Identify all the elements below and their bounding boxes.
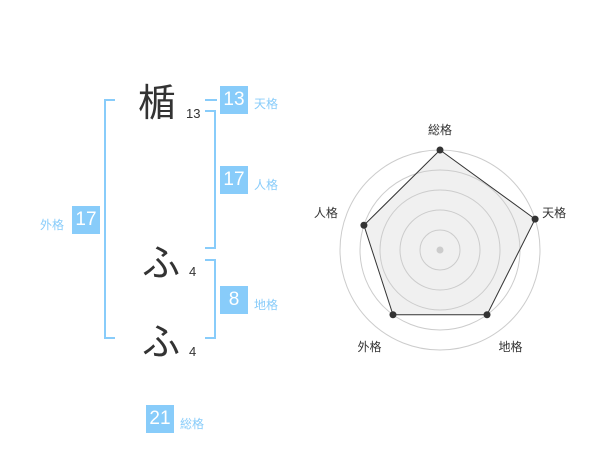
radar-axis-label: 人格 [314,205,338,220]
radar-axis-label: 天格 [542,205,566,220]
tenkaku-label: 天格 [254,97,279,111]
radar-axis-label: 地格 [499,339,523,354]
radar-point-1 [436,146,444,154]
name-char-3: ふ [142,320,181,364]
radar-point-2 [531,215,539,223]
gaikaku-value: 17 [72,206,100,234]
radar-point-4 [389,311,397,319]
jinkaku-value: 17 [220,166,248,194]
gaikaku-bracket [104,99,115,339]
radar-point-5 [360,221,368,229]
name-char-2: ふ [142,241,181,285]
radar-point-3 [483,311,491,319]
radar-outline [363,149,536,316]
jinkaku-bracket [205,110,216,249]
stroke-count-2: 4 [189,264,197,279]
radar-center-dot [436,246,444,254]
radar-axis-label: 総格 [428,122,452,137]
chikaku-bracket [205,259,216,339]
jinkaku-label: 人格 [254,178,279,192]
soukaku-value: 21 [146,405,174,433]
chikaku-label: 地格 [254,298,279,312]
radar-axis-label: 外格 [357,339,381,354]
chikaku-value: 8 [220,286,248,314]
radar-grid-ring [379,189,501,311]
stroke-count-1: 13 [186,106,201,121]
gaikaku-label: 外格 [40,218,65,232]
radar-grid-ring [419,229,461,271]
radar-grid-ring [399,209,481,291]
soukaku-label: 総格 [180,417,205,431]
tenkaku-value: 13 [220,86,248,114]
name-char-1: 楯 [138,81,177,125]
stroke-count-3: 4 [189,344,197,359]
